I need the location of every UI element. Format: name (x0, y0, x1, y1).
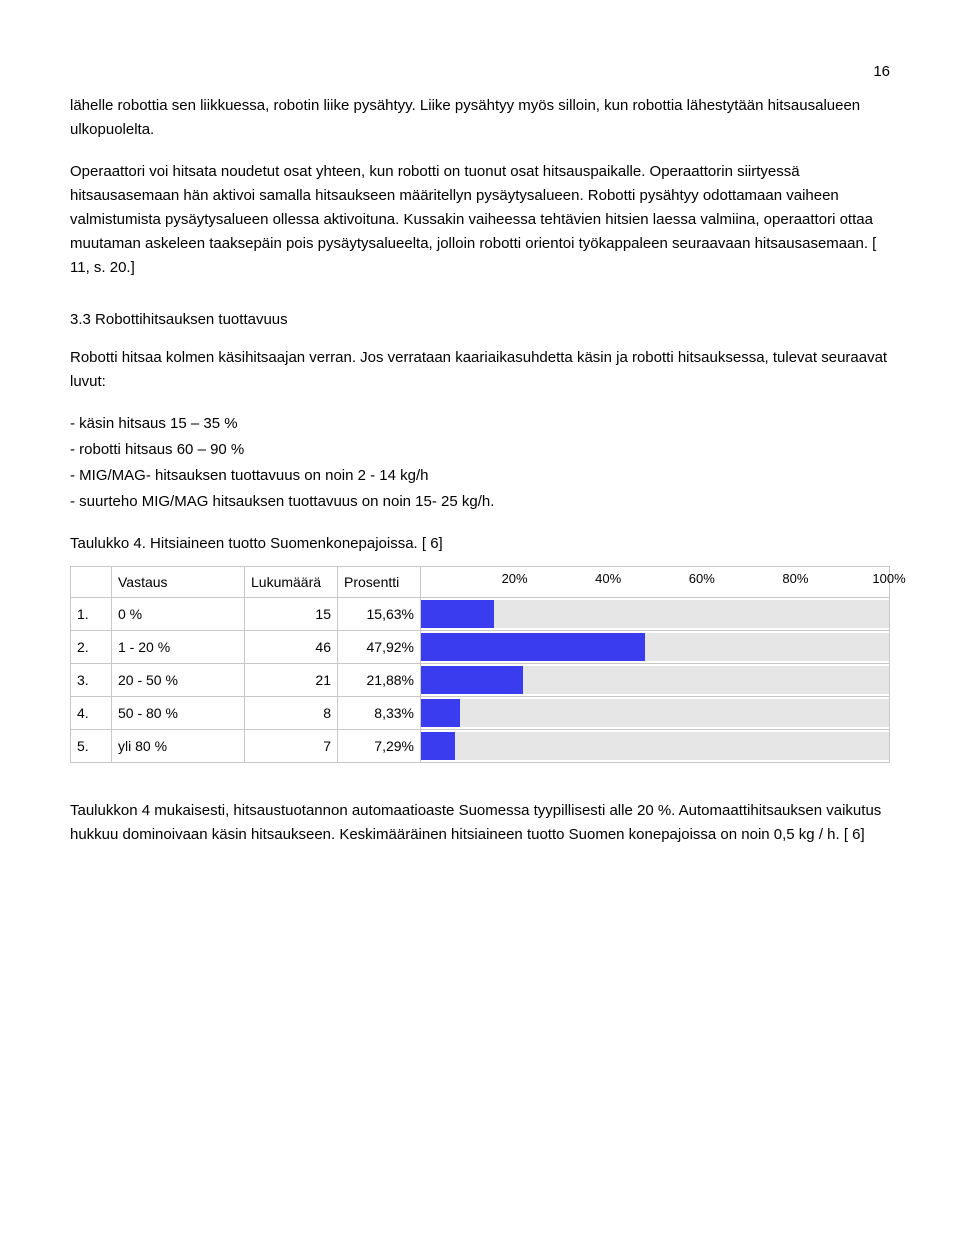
table-row: 5.yli 80 %77,29% (71, 730, 890, 763)
table-caption: Taulukko 4. Hitsiaineen tuotto Suomenkon… (70, 532, 890, 556)
row-number: 2. (71, 631, 112, 664)
tick-label: 60% (689, 569, 715, 590)
row-number: 1. (71, 598, 112, 631)
tick-label: 80% (782, 569, 808, 590)
row-bar (421, 631, 890, 664)
table-row: 3.20 - 50 %2121,88% (71, 664, 890, 697)
row-count: 46 (245, 631, 338, 664)
paragraph-2: Operaattori voi hitsata noudetut osat yh… (70, 160, 890, 280)
page-number: 16 (70, 60, 890, 84)
paragraph-1: lähelle robottia sen liikkuessa, robotin… (70, 94, 890, 142)
list-item: - suurteho MIG/MAG hitsauksen tuottavuus… (70, 490, 890, 514)
section-heading: 3.3 Robottihitsauksen tuottavuus (70, 308, 890, 332)
paragraph-3: Robotti hitsaa kolmen käsihitsaajan verr… (70, 346, 890, 394)
col-header-blank (71, 567, 112, 598)
row-answer: 50 - 80 % (112, 697, 245, 730)
row-answer: 20 - 50 % (112, 664, 245, 697)
row-number: 5. (71, 730, 112, 763)
bullet-list: - käsin hitsaus 15 – 35 % - robotti hits… (70, 412, 890, 514)
tick-label: 40% (595, 569, 621, 590)
tick-label: 20% (502, 569, 528, 590)
row-answer: 1 - 20 % (112, 631, 245, 664)
results-table: Vastaus Lukumäärä Prosentti 20% 40% 60% 80%… (70, 566, 890, 763)
table-row: 2.1 - 20 %4647,92% (71, 631, 890, 664)
tick-label: 100% (872, 569, 905, 590)
list-item: - robotti hitsaus 60 – 90 % (70, 438, 890, 462)
row-count: 7 (245, 730, 338, 763)
row-count: 15 (245, 598, 338, 631)
row-number: 3. (71, 664, 112, 697)
row-percent: 15,63% (338, 598, 421, 631)
row-answer: 0 % (112, 598, 245, 631)
col-header-answer: Vastaus (112, 567, 245, 598)
list-item: - MIG/MAG- hitsauksen tuottavuus on noin… (70, 464, 890, 488)
row-percent: 47,92% (338, 631, 421, 664)
col-header-bars: 20%40%60%80%100% (421, 567, 890, 598)
paragraph-4: Taulukkon 4 mukaisesti, hitsaustuotannon… (70, 799, 890, 847)
row-bar (421, 664, 890, 697)
table-header-row: Vastaus Lukumäärä Prosentti 20% 40% 60% 80%… (71, 567, 890, 598)
row-percent: 8,33% (338, 697, 421, 730)
row-count: 8 (245, 697, 338, 730)
col-header-percent: Prosentti (338, 567, 421, 598)
row-bar (421, 730, 890, 763)
table-row: 4.50 - 80 %88,33% (71, 697, 890, 730)
row-percent: 21,88% (338, 664, 421, 697)
col-header-count: Lukumäärä (245, 567, 338, 598)
list-item: - käsin hitsaus 15 – 35 % (70, 412, 890, 436)
row-answer: yli 80 % (112, 730, 245, 763)
row-bar (421, 598, 890, 631)
table-row: 1.0 %1515,63% (71, 598, 890, 631)
row-number: 4. (71, 697, 112, 730)
row-bar (421, 697, 890, 730)
row-count: 21 (245, 664, 338, 697)
row-percent: 7,29% (338, 730, 421, 763)
